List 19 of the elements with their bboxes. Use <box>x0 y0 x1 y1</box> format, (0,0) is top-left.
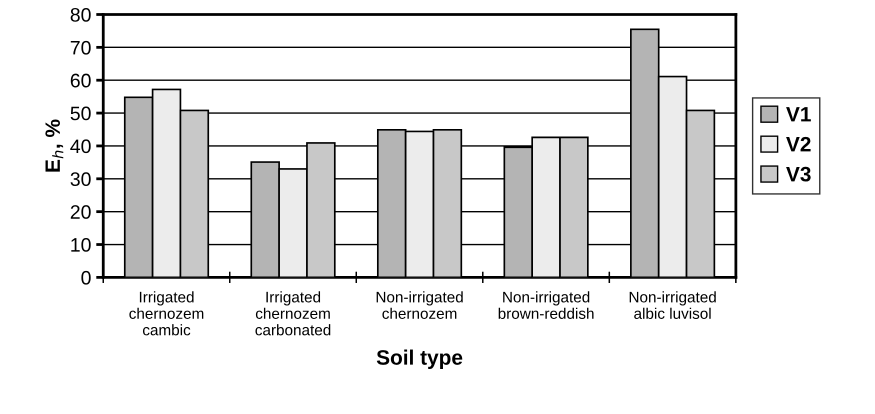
x-tick-label: Non-irrigated albic luvisol <box>630 291 716 319</box>
y-tick-label: 50 <box>70 106 91 120</box>
x-tick-label: Non-irrigated chernozem <box>376 291 463 319</box>
y-tick-label: 20 <box>70 205 91 219</box>
y-tick-label: 40 <box>70 139 91 154</box>
y-tick-label: 60 <box>70 74 91 88</box>
y-tick-label: 70 <box>70 40 91 55</box>
y-tick-label: 0 <box>81 270 91 285</box>
y-tick-label: 80 <box>70 8 91 22</box>
y-axis-title: E$_{h}$, % <box>45 120 64 172</box>
legend-label: V3 <box>786 166 811 182</box>
y-tick-label: 30 <box>70 172 91 186</box>
x-tick-label: Irrigated chernozem cambic <box>129 291 204 336</box>
legend-label: V1 <box>786 107 811 122</box>
x-tick-label: Non-irrigated brown-reddish <box>498 291 594 319</box>
legend-label: V2 <box>786 136 811 152</box>
x-axis-title: Soil type <box>376 350 462 369</box>
y-tick-label: 10 <box>71 238 91 252</box>
x-tick-label: Irrigated chernozem carbonated <box>255 291 330 336</box>
